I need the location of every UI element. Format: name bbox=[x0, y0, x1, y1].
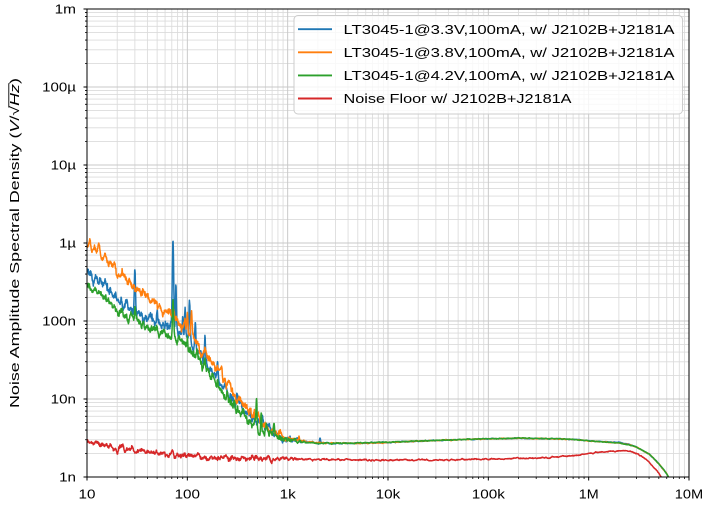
svg-text:LT3045-1@3.8V,100mA, w/ J2102B: LT3045-1@3.8V,100mA, w/ J2102B+J2181A bbox=[344, 45, 675, 60]
svg-text:1m: 1m bbox=[55, 2, 76, 17]
svg-text:1M: 1M bbox=[579, 487, 599, 502]
svg-text:100k: 100k bbox=[472, 487, 506, 502]
svg-text:LT3045-1@3.3V,100mA, w/ J2102B: LT3045-1@3.3V,100mA, w/ J2102B+J2181A bbox=[344, 22, 675, 37]
svg-text:10n: 10n bbox=[51, 392, 76, 407]
svg-text:1µ: 1µ bbox=[59, 236, 76, 251]
svg-text:LT3045-1@4.2V,100mA, w/ J2102B: LT3045-1@4.2V,100mA, w/ J2102B+J2181A bbox=[344, 68, 675, 83]
svg-text:1k: 1k bbox=[280, 487, 297, 502]
svg-text:100µ: 100µ bbox=[42, 80, 76, 95]
svg-text:100: 100 bbox=[175, 487, 200, 502]
svg-text:100n: 100n bbox=[42, 314, 76, 329]
svg-text:Noise Floor w/ J2102B+J2181A: Noise Floor w/ J2102B+J2181A bbox=[344, 91, 572, 106]
svg-text:10: 10 bbox=[79, 487, 96, 502]
svg-text:Noise Amplitude Spectral Densi: Noise Amplitude Spectral Density (V/√Hz) bbox=[7, 78, 22, 408]
svg-text:1n: 1n bbox=[59, 470, 76, 485]
svg-text:10µ: 10µ bbox=[51, 158, 77, 173]
svg-text:10M: 10M bbox=[675, 487, 703, 502]
svg-text:10k: 10k bbox=[376, 487, 401, 502]
